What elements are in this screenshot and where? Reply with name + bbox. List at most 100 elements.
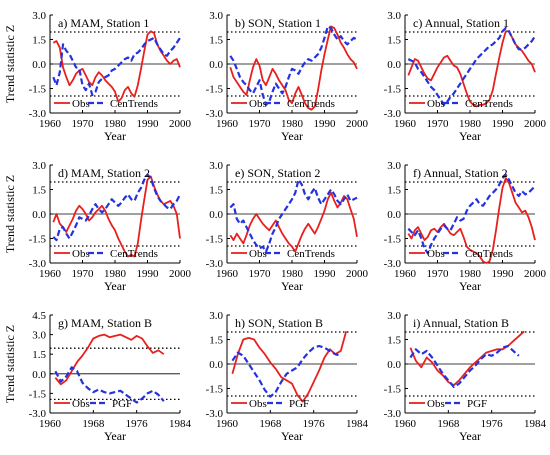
x-tick-label: 1960	[39, 118, 62, 130]
legend: Obs PGF	[231, 398, 309, 410]
y-tick-label: 3.0	[209, 310, 223, 322]
y-tick-label: -1.5	[384, 234, 402, 246]
x-tick-label: 1980	[459, 268, 482, 280]
legend-label-model: CenTrends	[287, 98, 335, 110]
x-axis-label: Year	[104, 429, 126, 443]
x-tick-label: 1970	[249, 268, 272, 280]
x-tick-label: 1984	[524, 418, 547, 430]
y-tick-label: 0.0	[209, 209, 223, 221]
y-tick-label: -3.0	[384, 408, 402, 420]
model-series-line	[231, 344, 342, 398]
legend-label-model: CenTrends	[287, 248, 335, 260]
x-tick-label: 1984	[346, 418, 369, 430]
legend-label-obs: Obs	[72, 98, 90, 110]
obs-series-line	[229, 191, 358, 253]
x-tick-label: 1960	[39, 268, 62, 280]
y-tick-label: 0.0	[32, 209, 46, 221]
model-series-line	[54, 366, 165, 404]
legend-label-obs: Obs	[427, 98, 445, 110]
x-tick-label: 1990	[314, 268, 337, 280]
panel-title: g) MAM, Station B	[58, 316, 152, 330]
y-axis-label: Trend statistic Z	[3, 175, 17, 253]
y-tick-label: -1.5	[29, 234, 47, 246]
y-tick-label: 1.5	[209, 185, 223, 197]
y-tick-label: 3.0	[387, 310, 401, 322]
y-tick-label: 1.5	[387, 35, 401, 47]
y-tick-label: -3.0	[384, 258, 402, 270]
y-tick-label: 3.0	[209, 160, 223, 172]
y-tick-label: 0.0	[209, 59, 223, 71]
legend-label-obs: Obs	[427, 398, 445, 410]
y-tick-label: -1.5	[29, 84, 47, 96]
x-tick-label: 1968	[82, 418, 105, 430]
panel-title: i) Annual, Station B	[413, 316, 509, 330]
y-tick-label: -1.5	[384, 84, 402, 96]
obs-series-line	[231, 331, 348, 403]
y-tick-label: 0.0	[387, 59, 401, 71]
x-tick-label: 1960	[394, 118, 417, 130]
y-tick-label: 1.5	[387, 185, 401, 197]
y-tick-label: -3.0	[206, 108, 224, 120]
legend-label-obs: Obs	[427, 248, 445, 260]
y-tick-label: -1.5	[206, 84, 224, 96]
legend: Obs CenTrends	[409, 98, 513, 110]
legend-label-model: PGF	[112, 398, 132, 410]
model-series-line	[52, 173, 181, 242]
model-series-line	[407, 173, 536, 255]
x-axis-label: Year	[281, 129, 303, 143]
x-tick-label: 1970	[427, 268, 450, 280]
y-tick-label: -3.0	[29, 258, 47, 270]
y-tick-label: -3.0	[384, 108, 402, 120]
y-tick-label: 3.0	[32, 160, 46, 172]
y-tick-label: -3.0	[206, 258, 224, 270]
obs-series-line	[409, 330, 525, 387]
x-tick-label: 2000	[346, 268, 369, 280]
y-tick-label: -1.5	[29, 388, 47, 400]
x-tick-label: 1970	[72, 268, 95, 280]
legend-label-model: PGF	[289, 398, 309, 410]
model-series-line	[52, 36, 181, 97]
legend: Obs PGF	[54, 398, 132, 410]
panel-title: b) SON, Station 1	[235, 16, 321, 30]
panel-title: f) Annual, Station 2	[413, 166, 508, 180]
x-axis-label: Year	[459, 279, 481, 293]
model-series-line	[407, 27, 536, 106]
x-tick-label: 1960	[216, 418, 239, 430]
legend-label-obs: Obs	[249, 98, 267, 110]
y-tick-label: -1.5	[206, 234, 224, 246]
legend-label-obs: Obs	[249, 398, 267, 410]
legend-label-obs: Obs	[72, 398, 90, 410]
legend-label-model: CenTrends	[110, 98, 158, 110]
y-tick-label: 3.0	[32, 330, 46, 342]
legend-label-model: CenTrends	[465, 248, 513, 260]
legend-label-obs: Obs	[249, 248, 267, 260]
x-tick-label: 1968	[259, 418, 282, 430]
y-axis-label: Trend statistic Z	[3, 325, 17, 403]
y-tick-label: 1.5	[32, 349, 46, 361]
obs-series-line	[407, 30, 536, 108]
x-tick-label: 1960	[394, 418, 417, 430]
y-tick-label: 1.5	[209, 335, 223, 347]
y-tick-label: 1.5	[32, 185, 46, 197]
x-tick-label: 1960	[216, 268, 239, 280]
y-tick-label: 4.5	[32, 310, 46, 322]
x-tick-label: 2000	[524, 268, 547, 280]
y-tick-label: 0.0	[387, 209, 401, 221]
y-tick-label: 0.0	[209, 359, 223, 371]
model-series-line	[229, 178, 358, 253]
legend: Obs CenTrends	[231, 248, 335, 260]
y-tick-label: 1.5	[32, 35, 46, 47]
y-tick-label: -1.5	[206, 384, 224, 396]
legend-label-obs: Obs	[72, 248, 90, 260]
y-tick-label: -3.0	[29, 108, 47, 120]
x-tick-label: 1980	[281, 268, 304, 280]
x-tick-label: 1960	[394, 268, 417, 280]
